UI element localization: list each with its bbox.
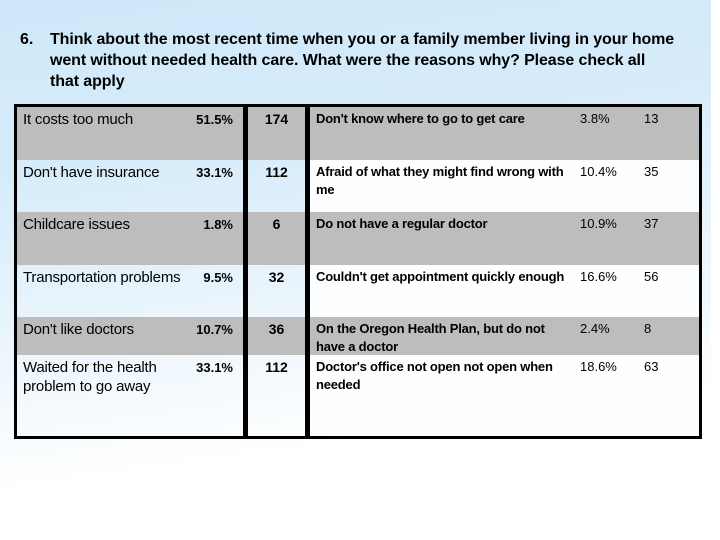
reason-percent: 10.7% — [196, 322, 233, 337]
reason-count-cell: 6 — [248, 212, 305, 265]
reason-count: 35 — [644, 164, 659, 179]
reason-label: Don't know where to go to get care — [316, 111, 525, 126]
reason-row: Don't know where to go to get care 3.8% 13 — [310, 107, 699, 160]
left-counts-column: 174 112 6 32 36 112 — [248, 107, 305, 436]
table-divider-left — [243, 107, 248, 436]
reason-count: 13 — [644, 111, 659, 126]
reason-percent: 1.8% — [203, 217, 233, 232]
reason-count: 37 — [644, 216, 659, 231]
reason-count: 56 — [644, 269, 659, 284]
reason-label: Doctor's office not open not open when n… — [316, 359, 553, 392]
reason-count-cell: 32 — [268, 269, 285, 285]
left-reasons-column: It costs too much 51.5% Don't have insuran… — [17, 107, 243, 436]
question-title: 6. Think about the most recent time when… — [20, 29, 702, 92]
reason-row: Don't have insurance 33.1% — [17, 160, 243, 212]
reason-row: On the Oregon Health Plan, but do not ha… — [310, 317, 699, 355]
reason-label: Childcare issues — [23, 216, 130, 233]
reason-row: Couldn't get appointment quickly enough 1… — [310, 265, 699, 317]
reason-label: On the Oregon Health Plan, but do not ha… — [316, 321, 545, 354]
reason-label: Transportation problems — [23, 269, 181, 286]
reason-row: Don't like doctors 10.7% — [17, 317, 243, 355]
reason-row: Waited for the health problem to go away… — [17, 355, 243, 436]
reason-label: Afraid of what they might find wrong wit… — [316, 164, 564, 197]
reason-label: Don't have insurance — [23, 164, 160, 181]
reason-row: Do not have a regular doctor 10.9% 37 — [310, 212, 699, 265]
reason-label: Do not have a regular doctor — [316, 216, 488, 231]
reason-label: Couldn't get appointment quickly enough — [316, 269, 565, 284]
question-text: Think about the most recent time when yo… — [50, 31, 675, 90]
reason-percent: 33.1% — [196, 165, 233, 180]
reason-label: It costs too much — [23, 111, 133, 128]
reason-label: Waited for the health problem to go away — [23, 359, 157, 395]
reason-count-cell: 36 — [248, 317, 305, 355]
reason-percent: 51.5% — [196, 112, 233, 127]
reason-percent: 9.5% — [203, 270, 233, 285]
reason-percent: 10.4% — [580, 164, 617, 179]
reason-row: Doctor's office not open not open when n… — [310, 355, 699, 436]
reason-row: Transportation problems 9.5% — [17, 265, 243, 317]
reason-row: Childcare issues 1.8% — [17, 212, 243, 265]
reason-count-cell: 112 — [265, 359, 288, 375]
right-reasons-column: Don't know where to go to get care 3.8% 13… — [310, 107, 699, 436]
reason-row: Afraid of what they might find wrong wit… — [310, 160, 699, 212]
reason-row: It costs too much 51.5% — [17, 107, 243, 160]
reason-count-cell: 112 — [265, 164, 288, 180]
reason-percent: 18.6% — [580, 359, 617, 374]
slide-background: 6. Think about the most recent time when… — [0, 0, 711, 501]
reason-percent: 33.1% — [196, 360, 233, 375]
table-divider-right — [305, 107, 310, 436]
reason-percent: 16.6% — [580, 269, 617, 284]
reason-percent: 2.4% — [580, 321, 610, 336]
reason-count: 8 — [644, 321, 652, 336]
question-number: 6. — [20, 31, 34, 48]
reason-percent: 10.9% — [580, 216, 617, 231]
reasons-table: It costs too much 51.5% Don't have insuran… — [14, 104, 702, 439]
reason-count: 63 — [644, 359, 659, 374]
reason-percent: 3.8% — [580, 111, 610, 126]
reason-label: Don't like doctors — [23, 321, 134, 338]
reason-count-cell: 174 — [248, 107, 305, 160]
